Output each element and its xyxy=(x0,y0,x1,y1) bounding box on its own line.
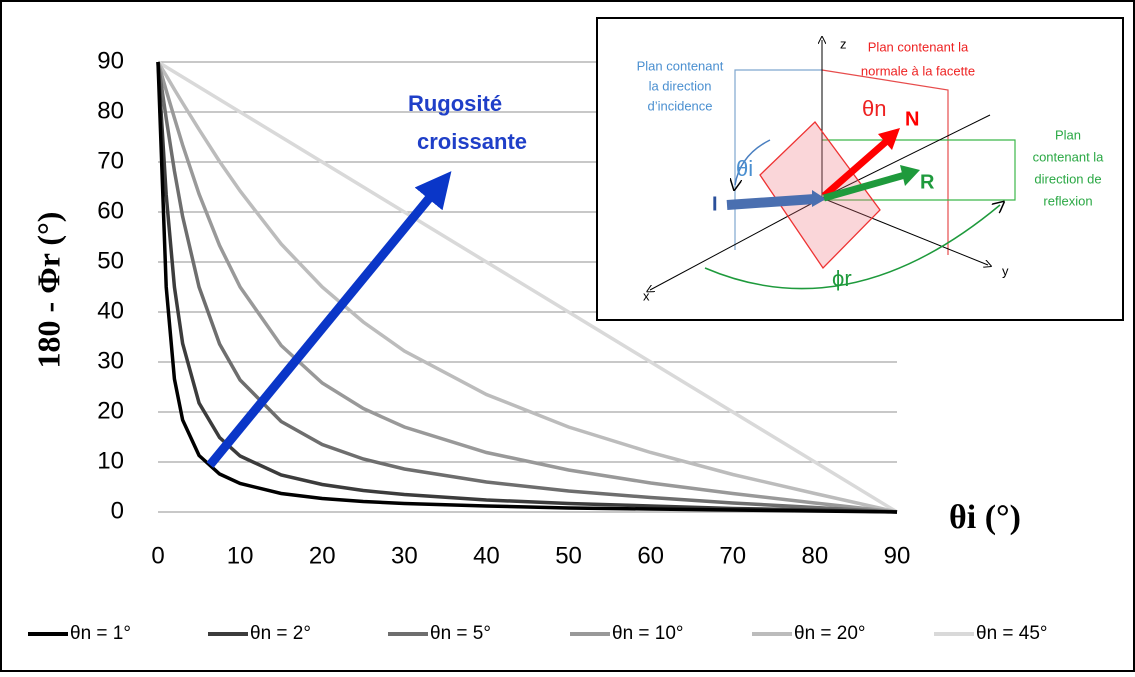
vector-label: R xyxy=(920,171,935,193)
axis-label: x xyxy=(643,288,650,303)
vector-r-head xyxy=(900,165,920,186)
axis-label: y xyxy=(1002,263,1009,278)
axis-line xyxy=(821,114,991,199)
plane-label: Plan xyxy=(1055,127,1081,142)
plane-label: Plan contenant xyxy=(637,58,724,73)
y-tick-label: 50 xyxy=(97,247,124,274)
plane-label: d’incidence xyxy=(647,98,712,113)
y-tick-label: 30 xyxy=(97,347,124,374)
series-line xyxy=(157,60,898,514)
vector-label: N xyxy=(905,108,919,130)
vector-n-head xyxy=(878,128,900,150)
legend-label: θn = 10° xyxy=(612,623,684,644)
arc-theta-i xyxy=(735,139,771,185)
plane-label: contenant la xyxy=(1033,149,1105,164)
series-line xyxy=(156,61,898,514)
x-tick-label: 60 xyxy=(637,542,664,569)
annotation: croissante xyxy=(417,129,527,154)
axis-x xyxy=(650,197,823,290)
x-label: θi (°) xyxy=(949,499,1021,536)
y-tick-label: 70 xyxy=(97,147,124,174)
legend-label: θn = 5° xyxy=(430,623,491,644)
theta-n-label: θn xyxy=(862,96,886,121)
x-tick-label: 0 xyxy=(151,542,164,569)
plane-label: la direction xyxy=(649,78,712,93)
x-tick-label: 10 xyxy=(227,542,254,569)
x-tick-label: 80 xyxy=(802,542,829,569)
axis-y xyxy=(821,197,988,265)
x-tick-label: 30 xyxy=(391,542,418,569)
y-tick-label: 90 xyxy=(97,47,124,74)
legend-label: θn = 1° xyxy=(70,623,131,644)
legend-label: θn = 20° xyxy=(794,623,866,644)
plot: 0 10 20 30 40 50 60 70 80 90 0 10 20 30 40 50 60 70 80 90 θn… xyxy=(28,47,1048,644)
x-tick-label: 20 xyxy=(309,542,336,569)
y-tick-label: 10 xyxy=(97,447,124,474)
axis-label: z xyxy=(840,36,847,51)
legend-label: θn = 2° xyxy=(250,623,311,644)
x-tick-label: 70 xyxy=(719,542,746,569)
plane-label: Plan contenant la xyxy=(868,39,969,54)
y-label: 180 - Φr (°) xyxy=(30,212,66,369)
y-tick-label: 80 xyxy=(97,97,124,124)
vector-r xyxy=(823,171,906,202)
annotation: Rugosité xyxy=(408,91,502,116)
y-tick-label: 20 xyxy=(97,397,124,424)
plane-label: normale à la facette xyxy=(861,63,975,78)
x-tick-label: 90 xyxy=(884,542,911,569)
y-tick-label: 0 xyxy=(111,497,124,524)
vector-i-head xyxy=(812,190,826,207)
x-tick-label: 50 xyxy=(555,542,582,569)
series-line xyxy=(156,61,898,514)
inset-diagram: z x y Plan contenant la direction d’inci… xyxy=(596,17,1124,321)
series-line xyxy=(156,61,898,514)
plane-label: direction de xyxy=(1034,171,1101,186)
y-tick-label: 40 xyxy=(97,297,124,324)
vector-i xyxy=(726,194,816,210)
plane-reflexion xyxy=(822,139,1016,201)
facet xyxy=(759,121,881,270)
y-tick-label: 60 xyxy=(97,197,124,224)
trend-arrow xyxy=(206,171,452,468)
plane-label: reflexion xyxy=(1043,193,1092,208)
vector-n xyxy=(821,137,891,199)
legend-label: θn = 45° xyxy=(976,623,1048,644)
phi-r-label: ϕr xyxy=(832,266,852,291)
theta-i-label: θi xyxy=(736,156,753,181)
series-line xyxy=(156,61,898,514)
x-tick-label: 40 xyxy=(473,542,500,569)
arc-phi-r xyxy=(704,205,1000,290)
vector-label: I xyxy=(712,193,718,215)
series-line xyxy=(156,61,898,514)
